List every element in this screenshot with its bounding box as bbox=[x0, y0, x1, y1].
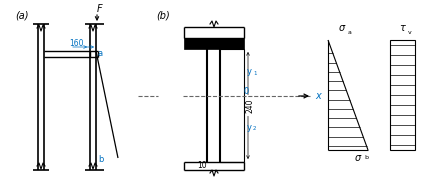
Text: σ: σ bbox=[354, 153, 360, 163]
Text: 2: 2 bbox=[252, 127, 256, 132]
Text: 160: 160 bbox=[206, 40, 221, 49]
Text: x: x bbox=[314, 91, 320, 101]
Text: (b): (b) bbox=[156, 11, 169, 21]
Text: a: a bbox=[98, 50, 103, 59]
Text: 10: 10 bbox=[197, 161, 206, 170]
Bar bbox=[389, 40, 414, 150]
Text: τ: τ bbox=[398, 23, 404, 33]
Text: v: v bbox=[407, 30, 411, 35]
Text: b: b bbox=[98, 156, 103, 165]
Text: 0: 0 bbox=[243, 88, 249, 97]
Text: y: y bbox=[246, 68, 252, 76]
Text: y: y bbox=[246, 122, 252, 132]
Text: F: F bbox=[97, 4, 103, 14]
Text: b: b bbox=[363, 155, 367, 160]
Text: 1: 1 bbox=[252, 71, 256, 76]
Text: a: a bbox=[347, 30, 351, 35]
Text: 240: 240 bbox=[245, 98, 254, 113]
Bar bbox=[184, 38, 243, 49]
Text: 160: 160 bbox=[69, 40, 83, 49]
Text: (a): (a) bbox=[15, 11, 29, 21]
Text: σ: σ bbox=[338, 23, 344, 33]
